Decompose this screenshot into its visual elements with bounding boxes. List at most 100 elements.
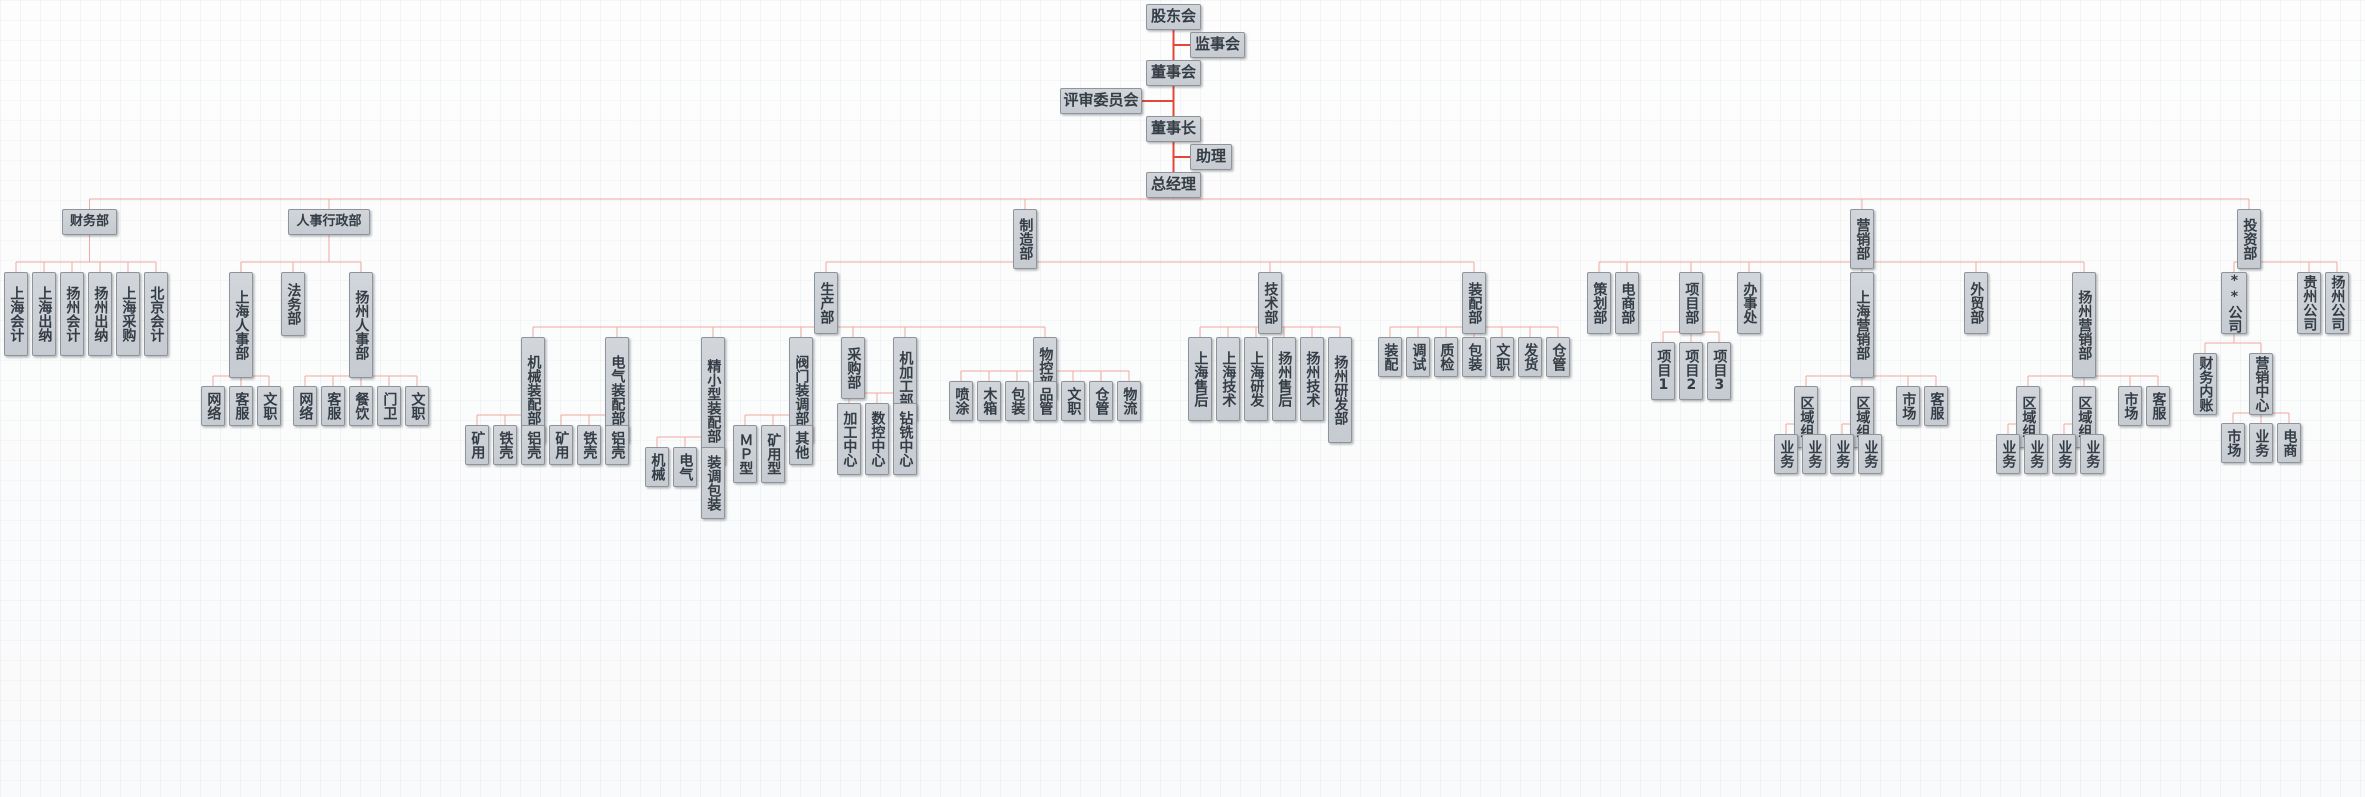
org-node-p4c[interactable]: 其他 (789, 425, 813, 465)
org-node-k7d[interactable]: 客服 (2146, 386, 2170, 426)
org-node-k7a2[interactable]: 业务 (2024, 434, 2048, 474)
org-node-k7b2[interactable]: 业务 (2080, 434, 2104, 474)
org-node-p6b[interactable]: 数控中心 (865, 403, 889, 475)
org-node-h3c[interactable]: 餐饮 (349, 386, 373, 426)
org-node-k6[interactable]: 外贸部 (1964, 272, 1988, 334)
org-node-t4[interactable]: 扬州售后 (1272, 337, 1296, 421)
org-node-t2[interactable]: 上海技术 (1216, 337, 1240, 421)
org-node-h1a[interactable]: 网络 (201, 386, 225, 426)
org-node-p3c[interactable]: 装调包装 (701, 447, 725, 519)
org-node-p1b[interactable]: 铁壳 (493, 425, 517, 465)
org-node-f5[interactable]: 上海采购 (116, 272, 140, 356)
org-node-t5[interactable]: 扬州技术 (1300, 337, 1324, 421)
org-node-p7f[interactable]: 仓管 (1089, 381, 1113, 421)
org-node-k5b2[interactable]: 业务 (1858, 434, 1882, 474)
org-node-k5a1[interactable]: 业务 (1774, 434, 1798, 474)
org-node-a5[interactable]: 文职 (1490, 337, 1514, 377)
org-node-d5[interactable]: 投资部 (2237, 209, 2261, 269)
org-node-k3a[interactable]: 项目1 (1651, 342, 1675, 400)
org-node-k1[interactable]: 策划部 (1587, 272, 1611, 334)
org-node-d2[interactable]: 人事行政部 (288, 209, 370, 235)
org-node-v1[interactable]: **公司 (2221, 272, 2247, 334)
org-node-k5c[interactable]: 市场 (1896, 386, 1920, 426)
org-node-f2[interactable]: 上海出纳 (32, 272, 56, 356)
org-node-h1c[interactable]: 文职 (257, 386, 281, 426)
org-node-a1[interactable]: 装配 (1378, 337, 1402, 377)
org-node-p3a[interactable]: 机械 (645, 447, 669, 487)
org-node-k4[interactable]: 办事处 (1737, 272, 1761, 334)
org-node-h3d[interactable]: 门卫 (377, 386, 401, 426)
org-node-n6[interactable]: 助理 (1190, 144, 1232, 170)
org-node-p4a[interactable]: ＭＰ型 (733, 425, 757, 483)
org-node-k2[interactable]: 电商部 (1615, 272, 1639, 334)
org-node-k3c[interactable]: 项目3 (1707, 342, 1731, 400)
org-node-h3a[interactable]: 网络 (293, 386, 317, 426)
org-node-m2[interactable]: 技术部 (1258, 272, 1282, 334)
org-node-n5[interactable]: 董事长 (1146, 116, 1201, 142)
org-node-p3[interactable]: 精小型装配部 (701, 337, 725, 465)
org-node-p7c[interactable]: 包装 (1005, 381, 1029, 421)
org-node-d3[interactable]: 制造部 (1013, 209, 1037, 269)
org-node-k5b1[interactable]: 业务 (1830, 434, 1854, 474)
org-node-f6[interactable]: 北京会计 (144, 272, 168, 356)
org-node-m1[interactable]: 生产部 (814, 272, 838, 334)
org-node-f4[interactable]: 扬州出纳 (88, 272, 112, 356)
org-node-p1a[interactable]: 矿用 (465, 425, 489, 465)
org-node-v1b3[interactable]: 电商 (2277, 423, 2301, 463)
org-node-n4[interactable]: 评审委员会 (1060, 88, 1142, 114)
org-node-n3[interactable]: 董事会 (1146, 60, 1201, 86)
org-node-p5[interactable]: 采购部 (841, 337, 865, 399)
org-node-k7[interactable]: 扬州营销部 (2072, 272, 2096, 378)
org-node-p2b[interactable]: 铁壳 (577, 425, 601, 465)
org-node-v1b1[interactable]: 市场 (2221, 423, 2245, 463)
org-node-p7a[interactable]: 喷涂 (949, 381, 973, 421)
org-node-p3b[interactable]: 电气 (673, 447, 697, 487)
org-node-k5a2[interactable]: 业务 (1802, 434, 1826, 474)
org-node-m3[interactable]: 装配部 (1462, 272, 1486, 334)
org-node-a3[interactable]: 质检 (1434, 337, 1458, 377)
org-node-p7g[interactable]: 物流 (1117, 381, 1141, 421)
org-node-p6a[interactable]: 加工中心 (837, 403, 861, 475)
org-node-p7e[interactable]: 文职 (1061, 381, 1085, 421)
org-node-t6[interactable]: 扬州研发部 (1328, 337, 1352, 443)
org-node-v1b2[interactable]: 业务 (2249, 423, 2273, 463)
org-node-k7a1[interactable]: 业务 (1996, 434, 2020, 474)
org-node-k5a[interactable]: 区域组 (1794, 386, 1818, 448)
org-node-p2c[interactable]: 铝壳 (605, 425, 629, 465)
org-node-k3b[interactable]: 项目2 (1679, 342, 1703, 400)
org-node-v2[interactable]: 贵州公司 (2297, 272, 2321, 334)
org-node-v1b[interactable]: 营销中心 (2249, 353, 2273, 415)
org-node-p7b[interactable]: 木箱 (977, 381, 1001, 421)
org-node-k7b1[interactable]: 业务 (2052, 434, 2076, 474)
org-node-v3[interactable]: 扬州公司 (2325, 272, 2349, 334)
org-node-n2[interactable]: 监事会 (1190, 32, 1245, 58)
org-node-t1[interactable]: 上海售后 (1188, 337, 1212, 421)
org-node-k3[interactable]: 项目部 (1679, 272, 1703, 334)
org-node-d4[interactable]: 营销部 (1850, 209, 1874, 269)
org-node-t3[interactable]: 上海研发 (1244, 337, 1268, 421)
org-node-k5b[interactable]: 区域组 (1850, 386, 1874, 448)
org-node-f1[interactable]: 上海会计 (4, 272, 28, 356)
org-node-h3[interactable]: 扬州人事部 (349, 272, 373, 378)
org-node-v1a[interactable]: 财务内账 (2193, 353, 2217, 415)
org-node-k5[interactable]: 上海营销部 (1850, 272, 1874, 378)
org-node-p1c[interactable]: 铝壳 (521, 425, 545, 465)
org-node-p6c[interactable]: 钻铣中心 (893, 403, 917, 475)
org-node-n1[interactable]: 股东会 (1146, 4, 1201, 30)
org-node-d1[interactable]: 财务部 (62, 209, 117, 235)
org-node-a7[interactable]: 仓管 (1546, 337, 1570, 377)
org-node-a4[interactable]: 包装 (1462, 337, 1486, 377)
org-node-k5d[interactable]: 客服 (1924, 386, 1948, 426)
org-node-k7c[interactable]: 市场 (2118, 386, 2142, 426)
org-node-f3[interactable]: 扬州会计 (60, 272, 84, 356)
org-node-p2a[interactable]: 矿用 (549, 425, 573, 465)
org-node-p7d[interactable]: 品管 (1033, 381, 1057, 421)
org-node-p4b[interactable]: 矿用型 (761, 425, 785, 483)
org-node-a6[interactable]: 发货 (1518, 337, 1542, 377)
org-node-h3e[interactable]: 文职 (405, 386, 429, 426)
org-node-a2[interactable]: 调试 (1406, 337, 1430, 377)
org-node-h1b[interactable]: 客服 (229, 386, 253, 426)
org-node-n7[interactable]: 总经理 (1146, 172, 1201, 198)
org-node-h2[interactable]: 法务部 (281, 272, 305, 336)
org-node-h3b[interactable]: 客服 (321, 386, 345, 426)
